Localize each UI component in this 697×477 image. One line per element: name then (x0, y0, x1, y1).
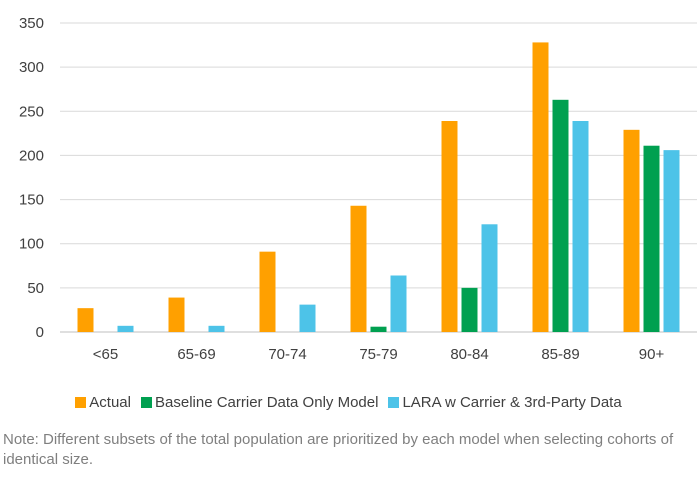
legend-item: Actual (75, 394, 131, 411)
bar (208, 325, 225, 332)
bar (259, 251, 276, 332)
legend-swatch (141, 397, 152, 408)
bar (461, 287, 478, 332)
y-tick-label: 100 (19, 236, 44, 253)
x-tick-label: 75-79 (359, 346, 397, 363)
legend: Actual Baseline Carrier Data Only Model LA… (0, 394, 697, 411)
bars (77, 42, 680, 333)
y-tick-label: 150 (19, 192, 44, 209)
legend-label: Baseline Carrier Data Only Model (155, 394, 379, 411)
bar-chart: 0 50 100 150 200 250 300 350 <65 65-69 70-74 75-79… (19, 15, 697, 363)
bar (441, 120, 458, 332)
legend-item: LARA w Carrier & 3rd-Party Data (388, 394, 622, 411)
bar (390, 275, 407, 332)
x-tick-label: 85-89 (541, 346, 579, 363)
bar (643, 145, 660, 332)
y-axis-ticks: 0 50 100 150 200 250 300 350 (19, 15, 44, 341)
bar (117, 325, 134, 332)
x-tick-label: 80-84 (450, 346, 488, 363)
bar (77, 308, 94, 332)
bar (350, 205, 367, 332)
bar (532, 42, 549, 333)
y-tick-label: 250 (19, 103, 44, 120)
x-tick-label: 70-74 (268, 346, 306, 363)
y-tick-label: 350 (19, 15, 44, 32)
y-tick-label: 200 (19, 147, 44, 164)
x-axis-ticks: <65 65-69 70-74 75-79 80-84 85-89 90+ (93, 346, 665, 363)
gridlines (60, 22, 697, 333)
bar (623, 129, 640, 332)
x-tick-label: 65-69 (177, 346, 215, 363)
bar (299, 304, 316, 332)
bar (370, 326, 387, 332)
chart-note: Note: Different subsets of the total pop… (3, 431, 674, 468)
bar (663, 150, 680, 332)
y-tick-label: 0 (36, 324, 44, 341)
legend-swatch (388, 397, 400, 408)
bar (572, 120, 589, 332)
y-tick-label: 50 (27, 280, 44, 297)
bar (481, 224, 498, 332)
bar (552, 99, 569, 333)
legend-swatch (75, 397, 87, 408)
legend-label: Actual (89, 394, 131, 411)
x-tick-label: 90+ (639, 346, 665, 363)
x-tick-label: <65 (93, 346, 118, 363)
bar (168, 297, 185, 332)
y-tick-label: 300 (19, 59, 44, 76)
legend-item: Baseline Carrier Data Only Model (141, 394, 378, 411)
legend-label: LARA w Carrier & 3rd-Party Data (402, 394, 622, 411)
